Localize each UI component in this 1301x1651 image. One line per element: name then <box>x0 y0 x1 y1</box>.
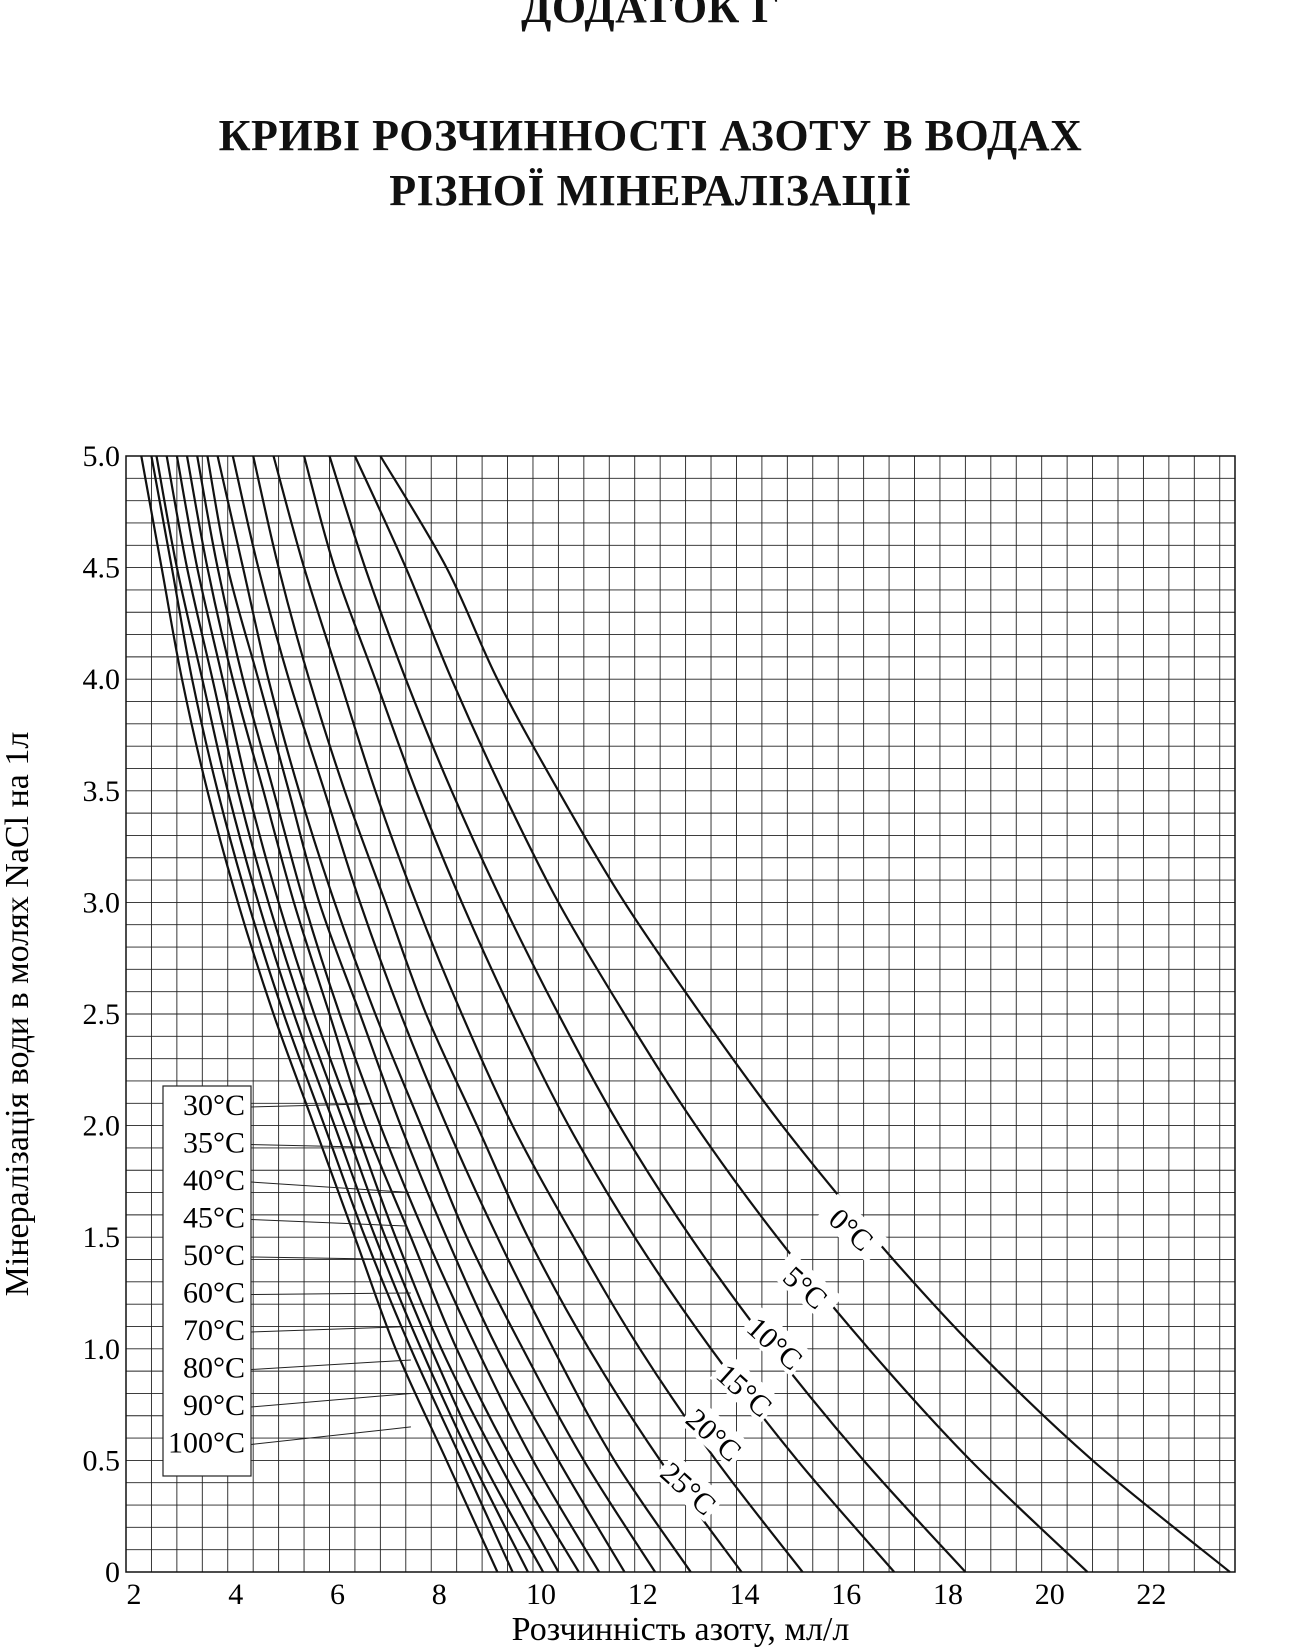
legend-entry: 40°C <box>183 1164 245 1197</box>
curve-45°C <box>196 455 601 1573</box>
legend-entry: 80°C <box>183 1352 245 1385</box>
x-tick-label: 10 <box>526 1578 556 1611</box>
curve-label-backdrop <box>709 1354 782 1424</box>
y-tick-label: 3.5 <box>83 775 121 808</box>
y-tick-label: 1.0 <box>83 1333 121 1366</box>
curve-60°C <box>175 455 560 1573</box>
legend-box: 30°C 35°C 40°C 45°C 50°C 60°C 70°C 80°C 90°C 100°… <box>162 1085 411 1477</box>
legend-entry: 50°C <box>183 1239 245 1272</box>
curve-10°C <box>328 455 967 1573</box>
chart-title-line1: КРИВІ РОЗЧИННОСТІ АЗОТУ В ВОДАХ <box>218 111 1083 160</box>
appendix-heading: ДОДАТОК Г <box>521 0 780 32</box>
y-tick-label: 2.5 <box>83 998 121 1031</box>
legend-entry: 45°C <box>183 1202 245 1235</box>
curve-labels: 0°C5°C10°C15°C20°C25°C <box>653 1193 889 1522</box>
legend-leader-line <box>250 1392 411 1408</box>
y-tick-label: 2.0 <box>83 1110 121 1143</box>
legend-leader-line <box>250 1325 411 1333</box>
x-tick-label: 20 <box>1035 1578 1065 1611</box>
x-tick-label: 16 <box>831 1578 861 1611</box>
legend-leader-line <box>250 1102 391 1108</box>
curve-90°C <box>150 455 514 1573</box>
y-tick-label: 4.5 <box>83 552 121 585</box>
y-tick-label: 0 <box>105 1556 120 1589</box>
curve-label-backdrop <box>679 1398 752 1469</box>
curve-label-backdrop <box>816 1193 889 1263</box>
y-tick-label: 0.5 <box>83 1444 121 1477</box>
legend-entry: 60°C <box>183 1277 245 1310</box>
x-tick-label: 2 <box>127 1578 142 1611</box>
legend-leader-line <box>250 1219 406 1227</box>
y-tick-label: 3.0 <box>83 886 121 919</box>
legend-entry: 35°C <box>183 1127 245 1160</box>
x-tick-labels: 2 4 6 8 10 12 14 16 18 20 22 <box>127 1578 1167 1611</box>
legend-frame <box>162 1085 252 1477</box>
legend-leader-line <box>250 1292 411 1295</box>
legend-leader-line <box>250 1144 401 1149</box>
curve-label-backdrop <box>653 1452 726 1522</box>
x-tick-label: 14 <box>729 1578 759 1611</box>
legend-entry: 70°C <box>183 1314 245 1347</box>
curve-25°C <box>252 455 743 1573</box>
curve-80°C <box>155 455 529 1573</box>
plot-frame <box>125 455 1236 1573</box>
curve-label-backdrop <box>770 1251 843 1321</box>
curve-0°C <box>379 455 1231 1573</box>
x-tick-label: 22 <box>1136 1578 1166 1611</box>
curve-70°C <box>165 455 545 1573</box>
legend-leader-line <box>250 1426 411 1445</box>
curve-30°C <box>231 455 692 1573</box>
x-tick-label: 12 <box>628 1578 658 1611</box>
curve-40°C <box>206 455 626 1573</box>
curve-100°C <box>140 455 499 1573</box>
legend-entry: 100°C <box>168 1427 245 1460</box>
legend-entry: 30°C <box>183 1089 245 1122</box>
grid <box>126 456 1235 1572</box>
curves <box>140 455 1231 1573</box>
x-axis-label: Розчинність азоту, мл/л <box>512 1611 850 1648</box>
x-tick-label: 4 <box>228 1578 243 1611</box>
curve-5°C <box>353 455 1089 1573</box>
x-tick-label: 6 <box>330 1578 345 1611</box>
x-tick-label: 18 <box>933 1578 963 1611</box>
curve-50°C <box>185 455 580 1573</box>
chart-title-line2: РІЗНОЇ МІНЕРАЛІЗАЦІЇ <box>389 166 912 215</box>
y-axis-label: Мінералізація води в молях NaCl на 1л <box>0 732 36 1297</box>
legend-entry: 90°C <box>183 1389 245 1422</box>
y-tick-label: 5.0 <box>83 440 121 473</box>
y-tick-label: 4.0 <box>83 663 121 696</box>
curve-label-backdrop <box>740 1307 813 1377</box>
legend-leader-line <box>250 1359 411 1370</box>
legend-leader-line <box>250 1181 411 1194</box>
legend-leader-line <box>250 1256 406 1261</box>
y-tick-labels: 0 0.5 1.0 1.5 2.0 2.5 3.0 3.5 4.0 4.5 5.0 <box>83 440 121 1589</box>
x-tick-label: 8 <box>432 1578 447 1611</box>
y-tick-label: 1.5 <box>83 1221 121 1254</box>
curve-20°C <box>272 455 804 1573</box>
curve-35°C <box>216 455 657 1573</box>
